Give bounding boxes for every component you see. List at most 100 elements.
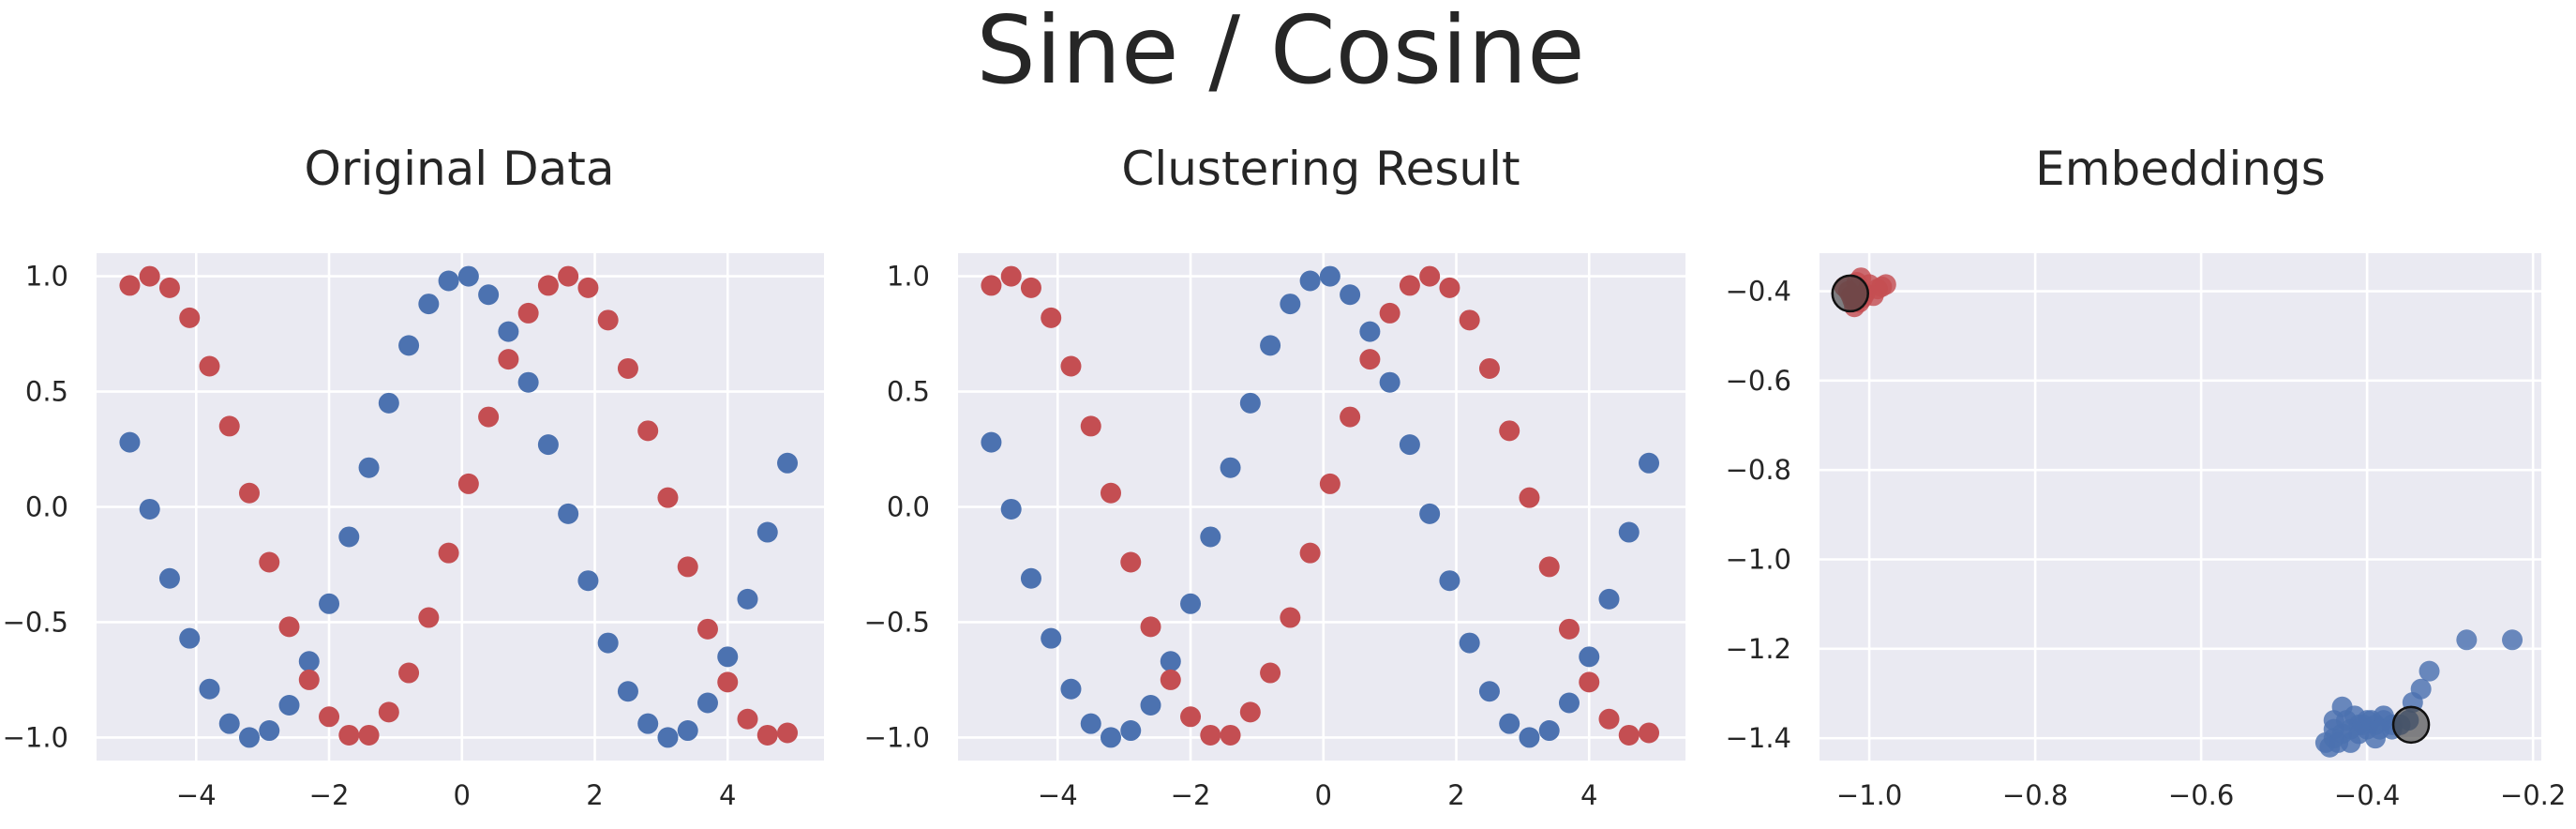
red-point bbox=[1260, 662, 1281, 684]
blue-point bbox=[1080, 713, 1101, 734]
blue-point bbox=[577, 570, 599, 592]
blue-point bbox=[418, 294, 440, 315]
y-tick-label: −0.5 bbox=[864, 606, 930, 638]
blue-point bbox=[1000, 498, 1022, 520]
blue-point bbox=[1639, 452, 1660, 474]
red-point bbox=[1180, 706, 1202, 728]
y-tick-label: −1.0 bbox=[1726, 544, 1791, 576]
panel-embeddings: Embeddings −1.0 −0.8 −0.6 −0.4 −0.2−0.4−0.6−… bbox=[1726, 142, 2567, 811]
blue-point bbox=[1359, 321, 1381, 342]
x-tick-label: 2 bbox=[586, 779, 603, 811]
blue-point bbox=[319, 593, 340, 614]
red-point bbox=[1120, 551, 1142, 573]
blue-point bbox=[1419, 503, 1441, 524]
red-point bbox=[1639, 722, 1660, 744]
red-point bbox=[1359, 349, 1381, 370]
blue-point bbox=[119, 431, 141, 453]
red-point bbox=[378, 701, 399, 723]
y-tick-label: 0.5 bbox=[25, 376, 68, 408]
y-tick-label: −0.5 bbox=[3, 606, 68, 638]
red-point bbox=[1200, 724, 1221, 746]
blue-point bbox=[1280, 294, 1301, 315]
blue-point bbox=[457, 265, 479, 287]
red-point bbox=[1558, 618, 1580, 640]
y-tick-label: −1.4 bbox=[1726, 722, 1791, 754]
red-point bbox=[298, 669, 320, 690]
red-point bbox=[278, 616, 300, 638]
red-point bbox=[1041, 307, 1062, 328]
red-point bbox=[717, 671, 739, 693]
blue-point bbox=[717, 646, 739, 668]
blue-point bbox=[1060, 678, 1082, 700]
red-point bbox=[597, 309, 619, 331]
blue-point bbox=[558, 503, 579, 524]
blue-point bbox=[2410, 678, 2432, 700]
red-point bbox=[1379, 302, 1400, 324]
blue-point bbox=[1459, 632, 1480, 654]
x-tick-label: −2 bbox=[1171, 779, 1211, 811]
blue-point bbox=[1478, 681, 1500, 702]
blue-point bbox=[179, 627, 201, 649]
red-point bbox=[457, 473, 479, 494]
red-point bbox=[1080, 415, 1101, 437]
red-point bbox=[218, 415, 240, 437]
blue-point bbox=[597, 632, 619, 654]
blue-point bbox=[1239, 392, 1261, 414]
red-point bbox=[1499, 420, 1520, 442]
red-point bbox=[139, 265, 160, 287]
blue-point bbox=[338, 526, 360, 548]
x-tick-label: −2 bbox=[309, 779, 350, 811]
y-tick-label: 1.0 bbox=[25, 261, 68, 293]
red-point bbox=[1579, 671, 1600, 693]
blue-point bbox=[1519, 727, 1540, 748]
x-tick-label: 0 bbox=[1315, 779, 1332, 811]
blue-point bbox=[398, 335, 420, 356]
blue-point bbox=[1618, 521, 1640, 543]
red-point bbox=[1020, 277, 1041, 298]
red-point bbox=[981, 275, 1002, 296]
blue-point bbox=[139, 498, 160, 520]
red-point bbox=[1538, 556, 1560, 578]
blue-point bbox=[438, 270, 459, 292]
blue-point bbox=[1299, 270, 1321, 292]
blue-point bbox=[2456, 629, 2478, 651]
blue-point bbox=[1120, 720, 1142, 742]
blue-point bbox=[218, 713, 240, 734]
blue-point bbox=[199, 678, 220, 700]
red-point bbox=[537, 275, 559, 296]
blue-point bbox=[1260, 335, 1281, 356]
blue-point bbox=[358, 457, 380, 478]
blue-point bbox=[1140, 694, 1161, 716]
red-point bbox=[1160, 669, 1181, 690]
red-point bbox=[1439, 277, 1460, 298]
red-point bbox=[119, 275, 141, 296]
blue-point bbox=[2419, 660, 2440, 682]
red-point bbox=[577, 277, 599, 298]
x-tick-label: −0.6 bbox=[2168, 779, 2234, 811]
red-point bbox=[179, 307, 201, 328]
red-point bbox=[777, 722, 799, 744]
blue-point bbox=[1598, 588, 1620, 610]
blue-point bbox=[517, 371, 539, 393]
x-tick-label: −0.4 bbox=[2334, 779, 2400, 811]
x-tick-label: 4 bbox=[719, 779, 736, 811]
red-point bbox=[478, 406, 500, 428]
x-tick-label: −0.2 bbox=[2500, 779, 2566, 811]
red-point bbox=[617, 357, 638, 379]
x-tick-label: −1.0 bbox=[1836, 779, 1902, 811]
blue-point bbox=[498, 321, 519, 342]
y-tick-label: −0.6 bbox=[1726, 365, 1791, 397]
red-point bbox=[517, 302, 539, 324]
red-point bbox=[657, 487, 679, 508]
blue-point bbox=[1558, 692, 1580, 714]
red-point bbox=[1598, 708, 1620, 730]
blue-point bbox=[378, 392, 399, 414]
red-point bbox=[558, 265, 579, 287]
panel-original-data: Original Data −4 −2 0 2 4 1.0 0.5 0.0 −0.5 −1.0 bbox=[3, 142, 824, 811]
blue-point bbox=[158, 567, 180, 589]
centroid-point bbox=[1831, 274, 1869, 313]
x-tick-label: −4 bbox=[176, 779, 217, 811]
blue-point bbox=[2319, 736, 2341, 758]
scatter-plot: −1.0 −0.8 −0.6 −0.4 −0.2 −0.4 −0.6 −0.8 −1.0 −1.2… bbox=[1726, 253, 2566, 811]
